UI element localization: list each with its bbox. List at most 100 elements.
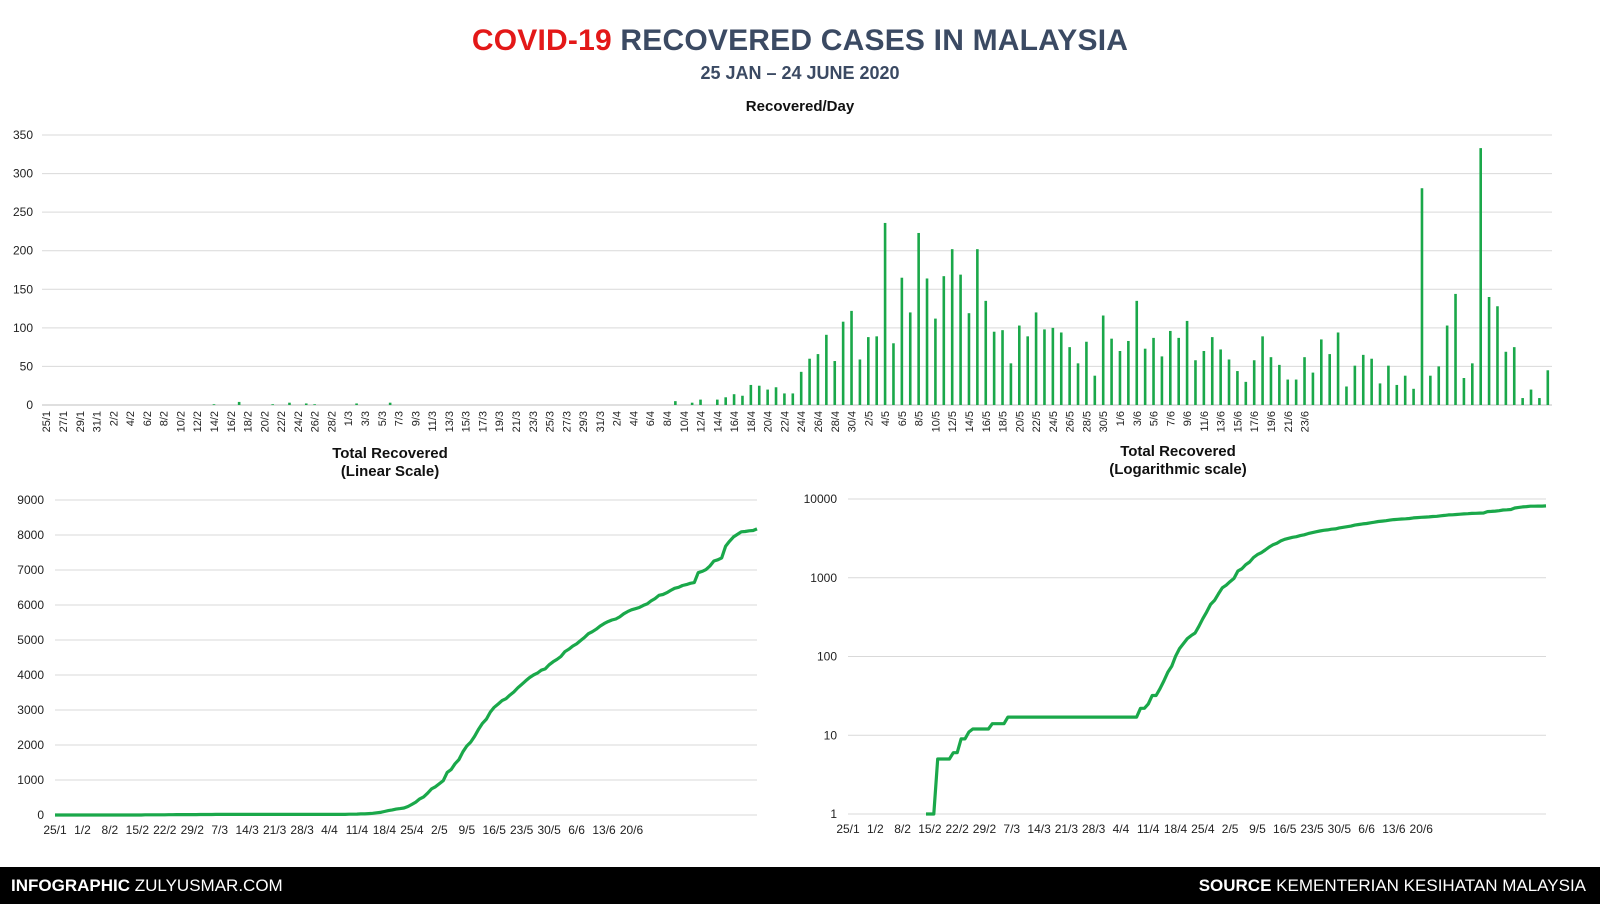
chart1-bar <box>388 402 392 405</box>
chart2-xtick-label: 21/3 <box>263 823 287 837</box>
chart1-bar <box>1479 148 1482 405</box>
chart1-xtick-label: 6/4 <box>645 411 657 426</box>
chart1-xtick-label: 31/1 <box>92 411 104 432</box>
chart1-bar <box>858 359 862 405</box>
chart1-xtick-label: 7/3 <box>394 411 406 426</box>
chart1-xtick-label: 19/3 <box>494 411 506 432</box>
chart1-bar <box>1076 363 1080 405</box>
chart1-xtick-label: 18/4 <box>746 411 758 432</box>
chart1-bar <box>1345 386 1348 405</box>
chart1-xtick-label: 20/2 <box>259 411 271 432</box>
chart1-bar <box>992 331 996 405</box>
chart1-xtick-label: 25/1 <box>41 411 53 432</box>
chart1-bar <box>1538 398 1541 405</box>
chart2-xtick-label: 14/3 <box>235 823 259 837</box>
chart1-bar <box>1328 354 1331 405</box>
chart1-xtick-label: 17/6 <box>1249 411 1261 432</box>
chart1-bar <box>1462 378 1466 405</box>
chart1-bar <box>1429 375 1432 405</box>
chart1-bar <box>1227 359 1231 405</box>
chart1-bar <box>724 397 727 405</box>
chart1-xtick-label: 6/2 <box>142 411 154 426</box>
chart1-bar <box>1043 329 1046 405</box>
chart1-bar <box>1512 347 1516 405</box>
chart1-xtick-label: 20/5 <box>1014 411 1026 432</box>
chart1-ytick-label: 350 <box>13 128 33 142</box>
chart3-xtick-label: 9/5 <box>1249 822 1266 836</box>
chart1-xtick-label: 27/1 <box>58 411 70 432</box>
chart1-xtick-label: 1/3 <box>343 411 355 426</box>
chart1-title: Recovered/Day <box>746 98 855 115</box>
chart1-xtick-label: 8/4 <box>662 411 674 426</box>
chart1-bar <box>1378 383 1382 405</box>
chart2-xtick-label: 15/2 <box>126 823 150 837</box>
chart3-xtick-label: 6/6 <box>1358 822 1375 836</box>
chart1-bar <box>1009 363 1013 405</box>
chart2-xtick-label: 9/5 <box>458 823 475 837</box>
chart2-xtick-label: 1/2 <box>74 823 91 837</box>
chart1-xtick-label: 29/3 <box>578 411 590 432</box>
chart1-bar <box>1127 340 1130 405</box>
chart1-bar <box>741 395 744 405</box>
chart1-bar <box>757 385 761 405</box>
chart3-ytick-label: 10 <box>824 728 838 742</box>
chart1-xtick-label: 10/5 <box>930 411 942 432</box>
chart1-xtick-label: 11/6 <box>1199 411 1211 432</box>
chart1-bar <box>1454 293 1457 405</box>
chart1-xtick-label: 19/6 <box>1266 411 1278 432</box>
chart1-xtick-label: 26/5 <box>1065 411 1077 432</box>
chart2-subtitle: (Linear Scale) <box>341 463 439 480</box>
chart1-bar <box>1504 351 1508 405</box>
chart1-ytick-label: 100 <box>13 321 33 335</box>
chart1-xtick-label: 15/3 <box>461 411 473 432</box>
chart1-ytick-label: 0 <box>26 398 33 412</box>
chart2-xtick-label: 13/6 <box>592 823 616 837</box>
chart3-xtick-label: 21/3 <box>1055 822 1079 836</box>
chart3-xtick-label: 14/3 <box>1027 822 1051 836</box>
footer-credit-text: ZULYUSMAR.COM <box>134 876 283 895</box>
chart1-bar <box>313 404 316 406</box>
chart1-bar <box>791 393 795 405</box>
chart1-bar <box>1294 379 1298 405</box>
chart3-xtick-label: 25/1 <box>836 822 860 836</box>
footer-credit: INFOGRAPHIC ZULYUSMAR.COM <box>11 876 283 896</box>
chart1-xtick-label: 2/2 <box>108 411 120 426</box>
chart1-bar <box>1244 381 1248 405</box>
chart1-xtick-label: 26/2 <box>310 411 322 432</box>
chart1-bar <box>833 361 837 405</box>
chart2-ytick-label: 0 <box>37 808 44 822</box>
chart1-bar <box>766 389 769 405</box>
chart1-bar <box>917 232 920 405</box>
chart3-xtick-label: 15/2 <box>918 822 942 836</box>
page-subtitle: 25 JAN – 24 JUNE 2020 <box>700 63 900 83</box>
footer-bar: INFOGRAPHIC ZULYUSMAR.COM SOURCE KEMENTE… <box>0 867 1600 904</box>
chart1-bar <box>1261 336 1264 405</box>
chart1-ytick-label: 150 <box>13 282 33 296</box>
chart1-xtick-label: 28/5 <box>1081 411 1093 432</box>
chart1-bar <box>1118 351 1122 405</box>
chart1-bar <box>212 404 216 406</box>
chart1-bar <box>1160 356 1164 405</box>
chart2-xtick-label: 8/2 <box>102 823 119 837</box>
chart2-xtick-label: 25/1 <box>43 823 67 837</box>
chart1-bar <box>950 249 954 405</box>
footer-credit-label: INFOGRAPHIC <box>11 876 130 895</box>
chart1-bar <box>1361 354 1365 405</box>
chart3-ytick-label: 1 <box>830 807 837 821</box>
title-highlight: COVID-19 <box>471 24 612 57</box>
chart1-bar <box>1068 347 1071 405</box>
chart1-xtick-label: 21/6 <box>1283 411 1295 432</box>
chart1-bar <box>934 318 937 405</box>
chart1-xtick-label: 9/3 <box>410 411 422 426</box>
chart1-bar <box>1059 332 1063 405</box>
chart1-bar <box>1093 375 1097 405</box>
chart2-xtick-label: 16/5 <box>483 823 507 837</box>
chart1-bar <box>1034 312 1038 405</box>
chart1-bar <box>1152 337 1155 405</box>
chart1-bar <box>1269 357 1273 405</box>
chart1-xtick-label: 20/4 <box>763 411 775 432</box>
chart1-xtick-label: 12/5 <box>947 411 959 432</box>
chart1-bar <box>716 399 719 405</box>
chart3-subtitle: (Logarithmic scale) <box>1109 461 1247 478</box>
